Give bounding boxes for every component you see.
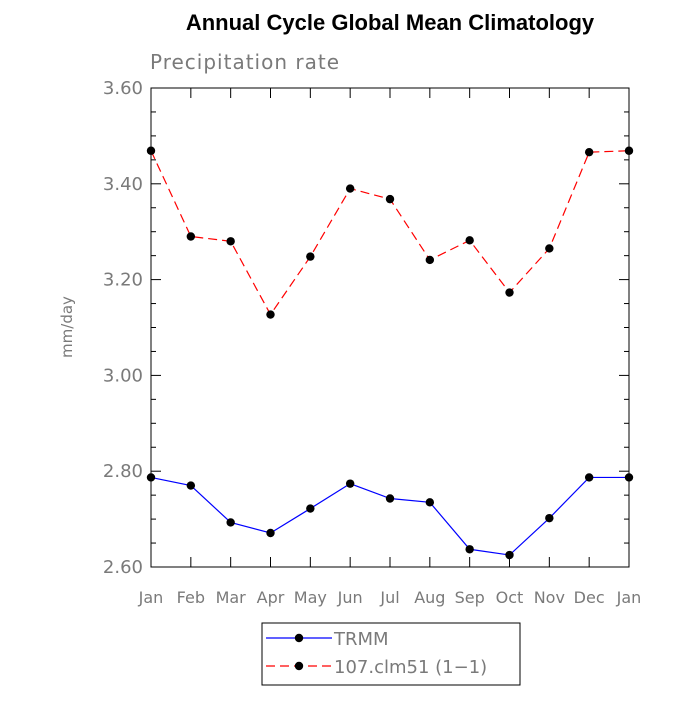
series-0 [146,473,634,560]
data-point [226,237,235,246]
data-point [584,473,594,482]
data-point [624,146,634,155]
legend-swatch-marker [294,661,304,671]
chart-subtitle: Precipitation rate [150,50,340,74]
legend-entry: 107.clm51 (1−1) [266,657,487,678]
x-tick-label: Jul [379,588,399,607]
y-tick-label: 3.20 [103,270,143,291]
data-point [266,310,275,319]
data-point [465,545,474,554]
series-line [150,476,629,556]
data-point [385,194,395,204]
data-point [505,550,514,560]
y-tick-label: 2.60 [103,557,143,578]
series-line [150,150,630,316]
data-point [186,232,196,241]
data-point [146,473,156,482]
legend-label: TRMM [333,629,389,650]
legend-entry: TRMM [266,629,389,650]
series-layer [146,146,634,560]
data-point [146,146,156,155]
data-point [465,236,474,245]
y-tick-label: 3.00 [103,365,143,386]
x-tick-label: Jan [138,588,164,607]
x-tick-label: Oct [496,588,524,607]
x-tick-label: Mar [216,588,247,607]
x-tick-label: Apr [257,588,285,607]
data-point [266,528,275,538]
data-point [584,147,594,157]
data-point [505,288,514,297]
data-point [226,518,235,527]
data-point [306,252,315,261]
axes: 2.60 2.80 3.00 3.20 3.40 3.60 Jan Feb Mar Apr May J… [103,78,641,607]
x-tick-label: Aug [414,588,445,607]
data-point [624,473,634,482]
series-1 [146,146,634,319]
data-point [345,479,355,488]
legend-label: 107.clm51 (1−1) [334,657,487,678]
x-tick-label: Dec [574,588,605,607]
data-point [545,244,554,253]
x-tick-label: May [294,588,327,607]
y-tick-label: 2.80 [103,461,143,482]
y-tick-label: 3.40 [103,174,143,195]
x-tick-label: Sep [455,588,485,607]
x-tick-label: Jun [337,588,363,607]
data-point [345,184,355,193]
x-tick-label: Feb [177,588,205,607]
data-point [425,498,435,507]
data-point [425,255,435,265]
chart-title: Annual Cycle Global Mean Climatology [186,10,595,35]
legend-swatch-marker [294,633,304,643]
x-tick-label: Nov [534,588,565,607]
legend: TRMM 107.clm51 (1−1) [261,622,521,686]
data-point [306,504,315,513]
y-axis-label: mm/day [58,296,76,358]
data-point [545,513,554,523]
legend-box [261,622,521,686]
y-tick-label: 3.60 [103,78,143,99]
data-point [385,494,395,503]
data-point [186,481,196,490]
x-tick-label: Jan [616,588,642,607]
